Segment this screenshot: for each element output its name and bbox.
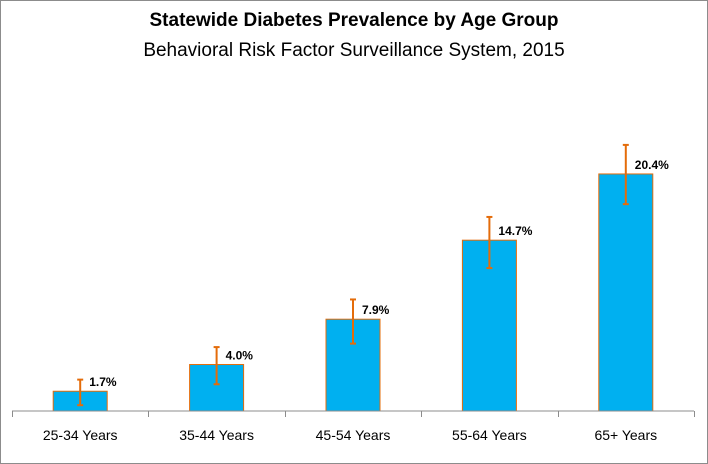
data-labels-group: 1.7% 4.0% 7.9% 14.7% 20.4% (89, 158, 669, 389)
x-tick-label-2: 35-44 Years (179, 427, 254, 443)
chart-subtitle: Behavioral Risk Factor Surveillance Syst… (143, 40, 565, 61)
x-tick-label-1: 25-34 Years (43, 427, 118, 443)
data-label-4: 14.7% (498, 224, 532, 238)
bar-5 (598, 173, 654, 412)
x-tick-label-3: 45-54 Years (316, 427, 391, 443)
x-tick-label-4: 55-64 Years (452, 427, 527, 443)
bars-group (52, 173, 654, 412)
data-label-1: 1.7% (89, 375, 117, 389)
data-label-5: 20.4% (635, 158, 669, 172)
chart-title: Statewide Diabetes Prevalence by Age Gro… (149, 10, 559, 31)
x-tick-label-5: 65+ Years (594, 427, 657, 443)
data-label-2: 4.0% (226, 349, 254, 363)
x-axis: 25-34 Years 35-44 Years 45-54 Years 55-64 Y… (12, 410, 695, 443)
data-label-3: 7.9% (362, 303, 390, 317)
error-bars-group (77, 143, 629, 407)
